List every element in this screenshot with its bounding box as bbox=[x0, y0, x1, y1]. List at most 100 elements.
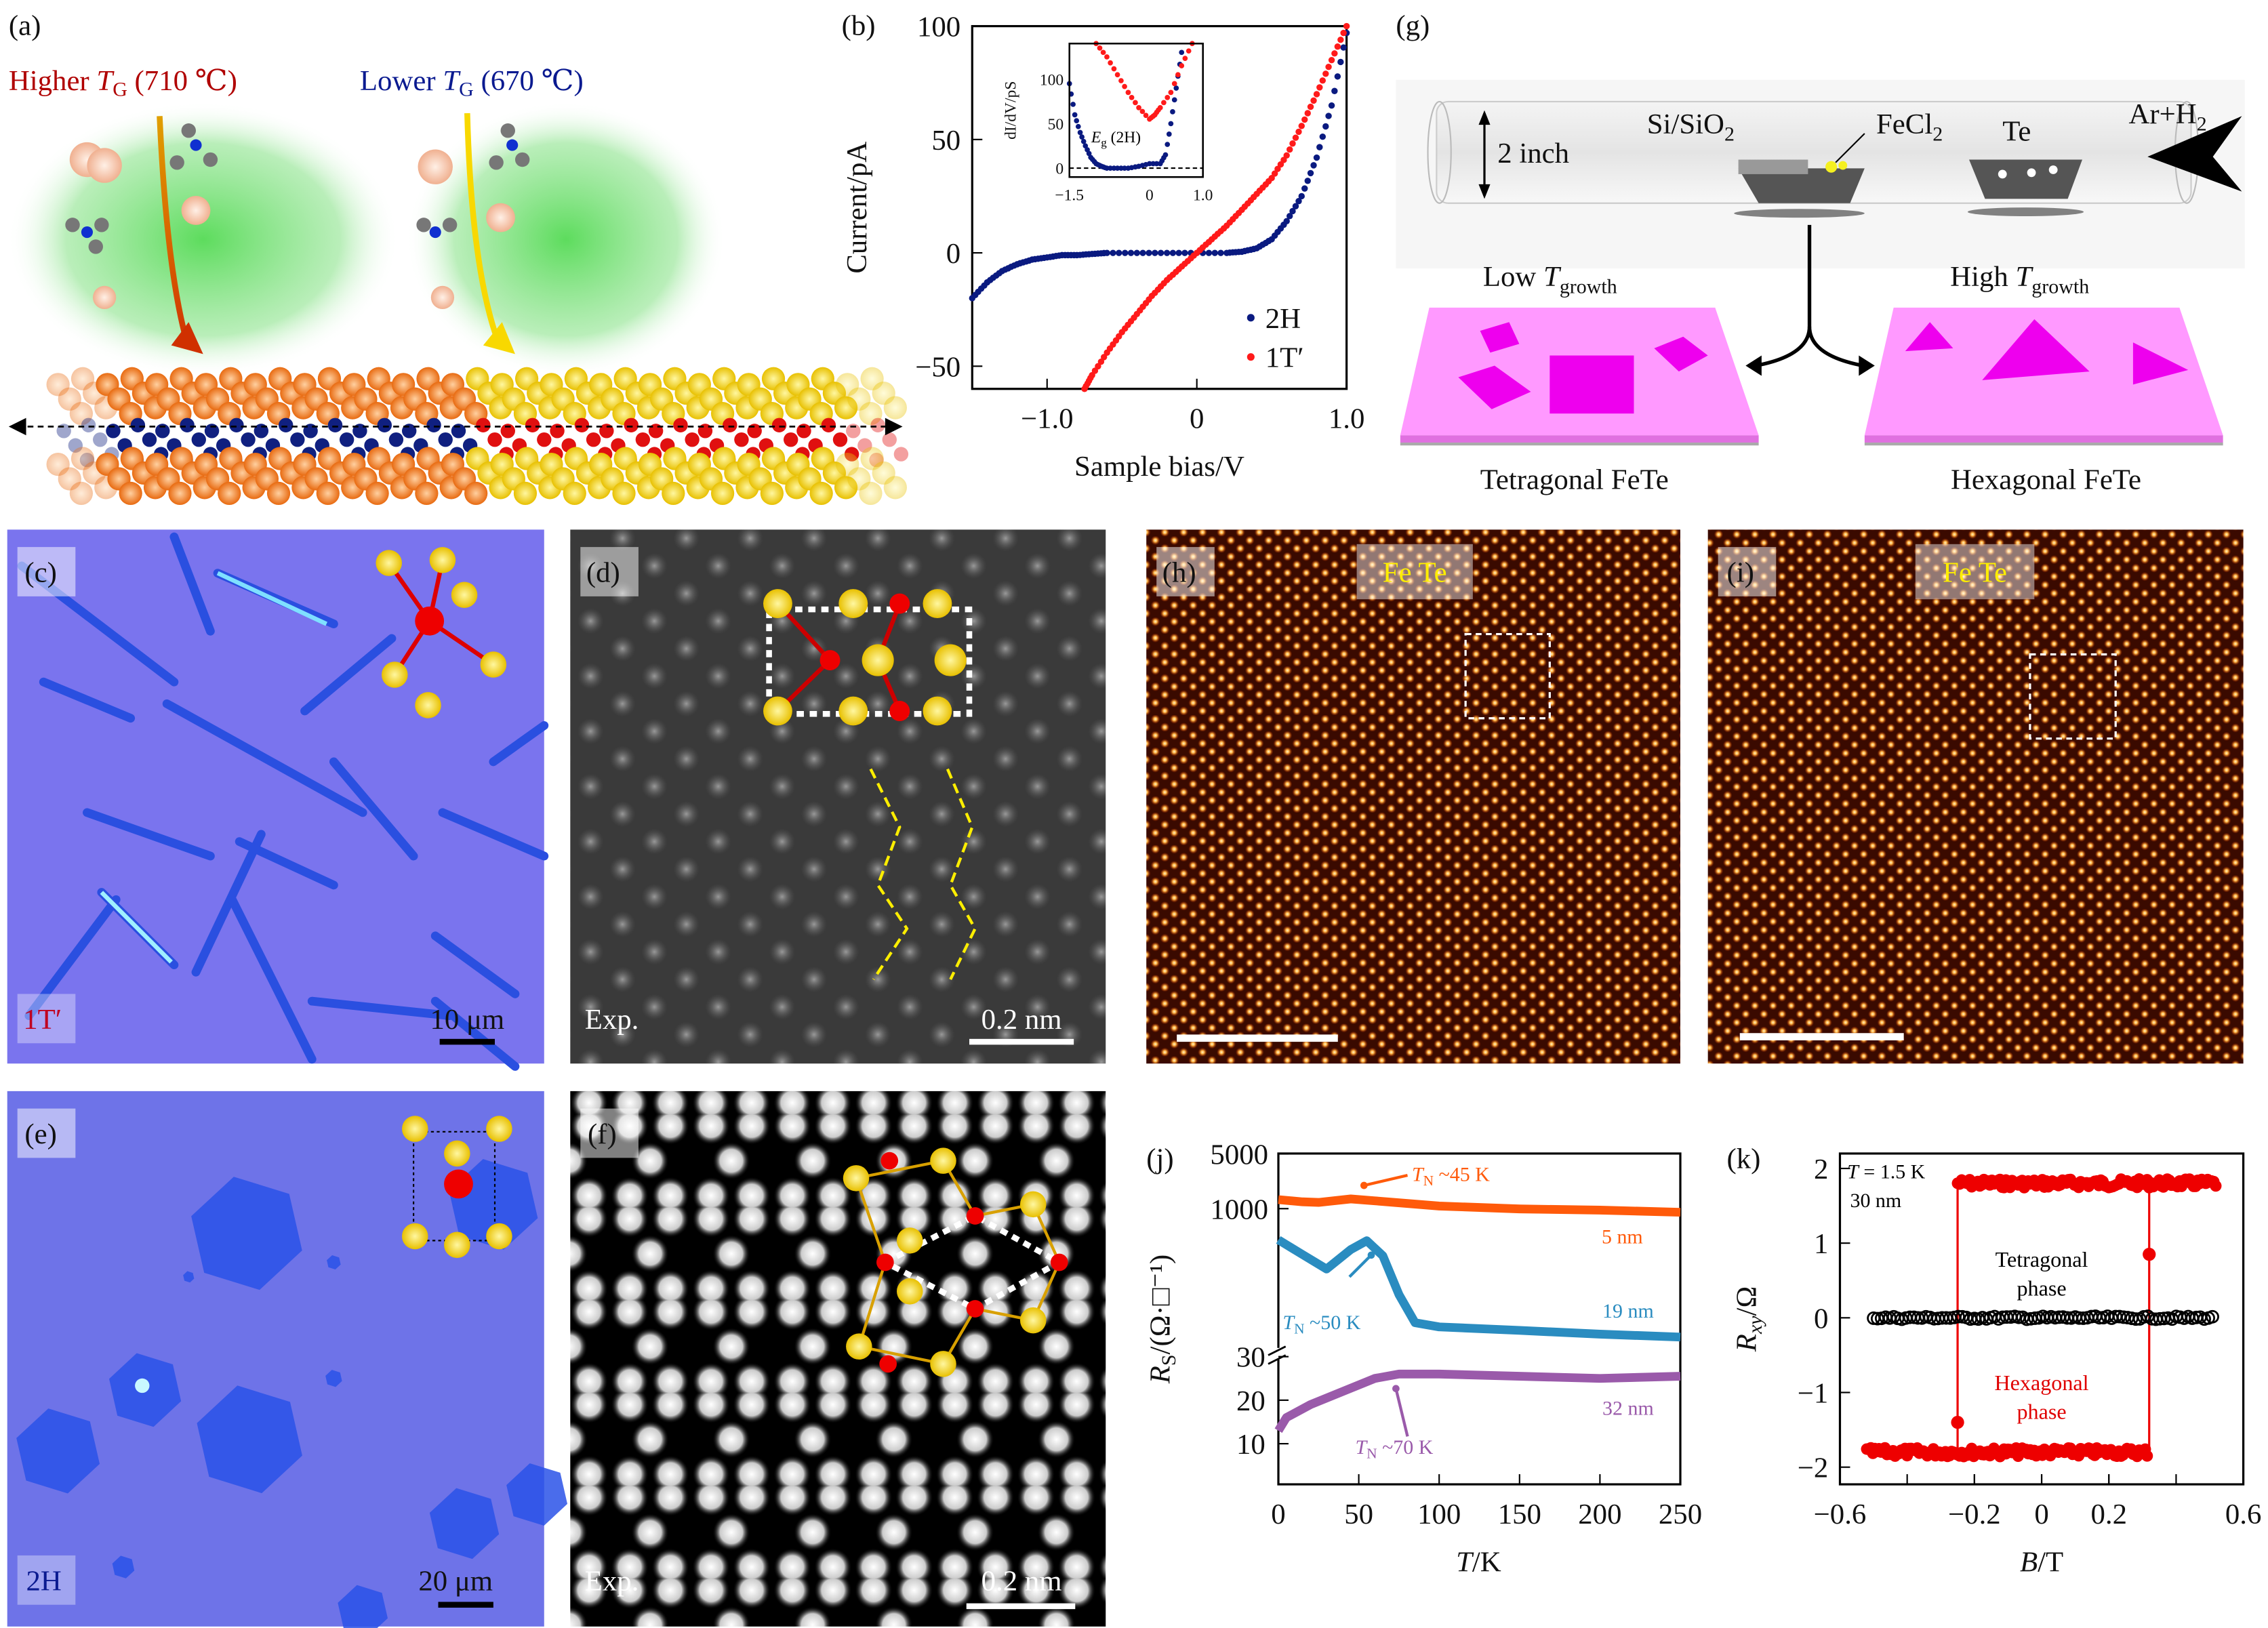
data-point-1T′ bbox=[1307, 103, 1314, 110]
data-point-2H bbox=[1163, 249, 1171, 256]
atom bbox=[476, 418, 491, 432]
atom bbox=[760, 481, 784, 506]
panel-f-simulated-image: (f) Exp. 0.2 nm bbox=[570, 1091, 1106, 1627]
atom bbox=[290, 432, 305, 447]
tellurium-boat bbox=[1967, 159, 2084, 217]
panel-i-stem-image: Fe Te (i) bbox=[1707, 529, 2244, 1064]
scale-bar bbox=[969, 1038, 1074, 1045]
label-part: B bbox=[2020, 1546, 2038, 1578]
flake-needle bbox=[39, 677, 136, 723]
data-point-1T′ bbox=[1289, 140, 1296, 147]
data-point-1T′ bbox=[1283, 152, 1290, 159]
atom bbox=[723, 418, 737, 432]
series-label: Tetragonal bbox=[1996, 1247, 2088, 1271]
legend-label: 1T′ bbox=[1265, 342, 1304, 374]
switching-point bbox=[1951, 1415, 1964, 1429]
data-point-1T′ bbox=[1313, 91, 1320, 98]
scale-bar bbox=[438, 1602, 493, 1608]
arrow-left-icon bbox=[8, 418, 26, 436]
atom bbox=[155, 424, 170, 439]
flake-needle bbox=[307, 996, 455, 1020]
hexagonal-flake bbox=[338, 1585, 388, 1628]
plot-frame bbox=[1277, 1152, 1682, 1486]
data-point-1T′ bbox=[1268, 174, 1275, 182]
vapor-cloud bbox=[7, 101, 399, 378]
label-part: T bbox=[1412, 1164, 1425, 1186]
inset-point-1T′ bbox=[1168, 89, 1174, 96]
hexagonal-flake bbox=[429, 1488, 500, 1560]
label-part: N bbox=[1423, 1173, 1434, 1189]
label-part: T bbox=[1847, 1160, 1860, 1183]
crystal-lattice bbox=[46, 367, 909, 506]
series-label: 32 nm bbox=[1602, 1397, 1654, 1419]
data-point-2H bbox=[1325, 113, 1332, 119]
data-point-2H bbox=[1319, 133, 1327, 140]
panel-label: (b) bbox=[842, 9, 876, 41]
data-point-1T′ bbox=[1271, 170, 1278, 177]
series-label: 19 nm bbox=[1602, 1300, 1654, 1322]
inset-point-2H bbox=[1108, 165, 1113, 171]
atom bbox=[563, 481, 586, 506]
flake-needle bbox=[329, 757, 418, 861]
flake-needle bbox=[430, 996, 520, 1071]
data-point-2H bbox=[1340, 44, 1347, 51]
panel-label: (a) bbox=[9, 9, 41, 41]
tetragonal-substrate bbox=[1400, 307, 1759, 446]
hexagonal-flake bbox=[197, 1385, 302, 1494]
data-point-2H bbox=[1217, 249, 1224, 256]
flake-needle bbox=[191, 830, 266, 977]
atom bbox=[832, 432, 848, 447]
data-point-1T′ bbox=[1343, 22, 1350, 30]
atom bbox=[513, 481, 538, 506]
legend-label: 2H bbox=[1265, 303, 1301, 335]
inset-point-1T′ bbox=[1179, 63, 1185, 68]
gap-annotation: Eg (2H) bbox=[1091, 129, 1141, 149]
inset-point-2H bbox=[1171, 97, 1177, 103]
label-part: /T bbox=[2038, 1546, 2063, 1578]
atom bbox=[586, 432, 601, 447]
inset-point-1T′ bbox=[1157, 105, 1163, 110]
x-tick-label: 0.6 bbox=[2225, 1499, 2262, 1530]
label-part: /pS bbox=[1003, 81, 1020, 102]
atom bbox=[168, 481, 192, 506]
flake-needle bbox=[228, 895, 317, 1064]
y-tick-label: 20 bbox=[1236, 1385, 1265, 1417]
atom bbox=[218, 481, 241, 506]
data-point-2H bbox=[1334, 73, 1341, 80]
arrow-head-icon bbox=[1367, 1251, 1375, 1259]
data-point-2H bbox=[1175, 249, 1182, 256]
panel-a: (a) Higher TG (710 ℃) Lower TG (670 ℃) bbox=[7, 9, 909, 506]
data-point-hexagonal bbox=[2141, 1450, 2153, 1462]
data-point-1T′ bbox=[1295, 128, 1302, 136]
y-tick-label: 10 bbox=[1236, 1429, 1265, 1461]
inset-point-2H bbox=[1082, 143, 1089, 149]
zigzag-guide bbox=[946, 768, 977, 980]
flake-needle bbox=[430, 931, 520, 998]
hexagonal-substrate bbox=[1864, 307, 2223, 446]
trigonal-prismatic-structure-icon bbox=[401, 1116, 512, 1259]
data-point-2H bbox=[1304, 178, 1311, 184]
label-part: T bbox=[1282, 1311, 1295, 1334]
y-tick-label: 50 bbox=[931, 125, 960, 157]
data-point-1T′ bbox=[1331, 50, 1338, 57]
flake-needle bbox=[24, 895, 121, 1020]
data-point-1T′ bbox=[1097, 359, 1105, 365]
scale-bar bbox=[439, 1038, 495, 1045]
atom bbox=[859, 402, 883, 426]
data-point-2H bbox=[1283, 218, 1290, 224]
y-tick-label: 1000 bbox=[1210, 1194, 1268, 1225]
x-tick-label: 0 bbox=[2034, 1499, 2048, 1530]
data-point-1T′ bbox=[1298, 123, 1305, 129]
y-tick-label: −2 bbox=[1798, 1452, 1829, 1484]
data-point-tetragonal bbox=[2129, 1312, 2143, 1326]
inset-point-1T′ bbox=[1100, 49, 1106, 56]
y-axis-label: Current/pA bbox=[841, 142, 873, 274]
atom bbox=[685, 432, 700, 447]
atom bbox=[316, 481, 340, 506]
atom bbox=[612, 481, 636, 506]
scale-bar-label: 20 μm bbox=[418, 1565, 493, 1597]
label-part: T bbox=[1355, 1436, 1368, 1459]
flake-needle bbox=[235, 837, 338, 890]
inset-point-2H bbox=[1162, 152, 1169, 158]
atom bbox=[415, 481, 439, 506]
